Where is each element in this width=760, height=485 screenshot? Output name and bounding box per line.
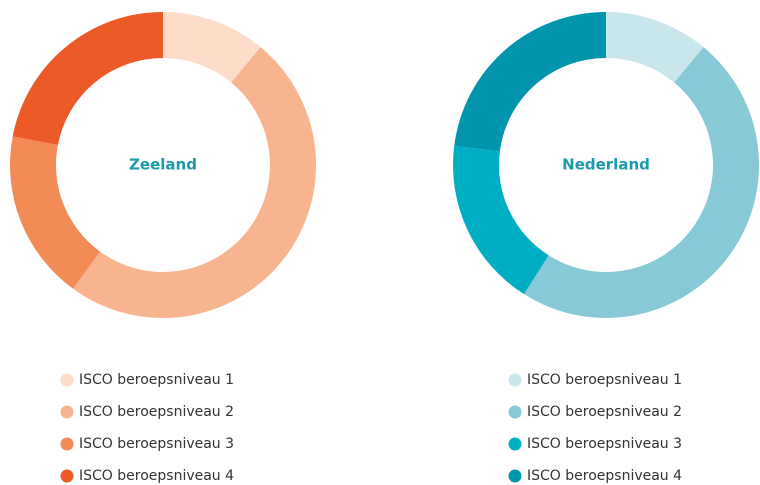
donut-slice	[524, 47, 759, 318]
legend-swatch	[60, 405, 74, 419]
legend-swatch	[60, 373, 74, 387]
donut-slice	[12, 12, 163, 145]
legend-swatch	[60, 437, 74, 451]
center-label: Nederland	[562, 156, 650, 174]
legend-label: ISCO beroepsniveau 3	[527, 436, 682, 452]
donut-slice	[163, 12, 261, 83]
legend-swatch	[508, 373, 522, 387]
legend-label: ISCO beroepsniveau 1	[527, 372, 682, 388]
legend-label: ISCO beroepsniveau 2	[527, 404, 682, 420]
donut-slice	[606, 12, 704, 83]
donut-slice	[10, 136, 101, 289]
legend-label: ISCO beroepsniveau 3	[79, 436, 234, 452]
legend-label: ISCO beroepsniveau 1	[79, 372, 234, 388]
donut-slice	[454, 12, 606, 152]
legend-label: ISCO beroepsniveau 4	[79, 468, 234, 484]
donut-slice	[453, 145, 549, 295]
center-label: Zeeland	[129, 156, 197, 174]
legend-swatch	[508, 437, 522, 451]
legend-swatch	[508, 405, 522, 419]
donut-slice	[73, 47, 317, 319]
legend-label: ISCO beroepsniveau 2	[79, 404, 234, 420]
legend-label: ISCO beroepsniveau 4	[527, 468, 682, 484]
legend-swatch	[508, 469, 522, 483]
legend-swatch	[60, 469, 74, 483]
